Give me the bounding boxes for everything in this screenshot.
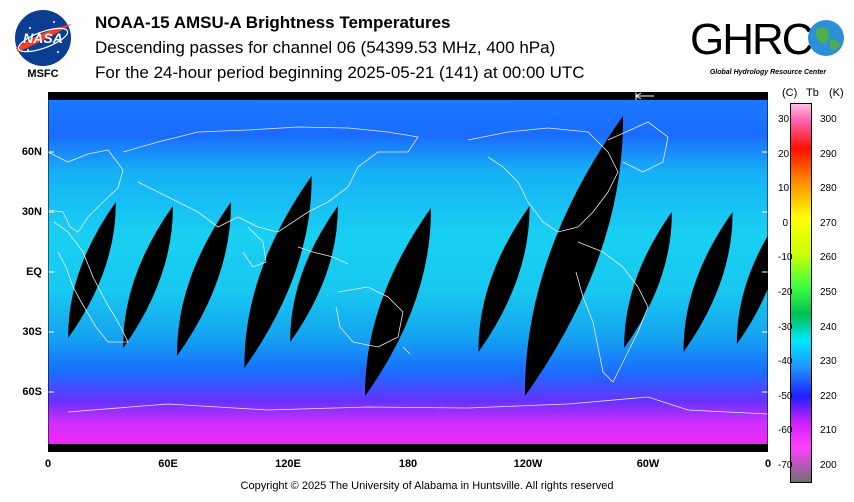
colorbar-header-kelvin: (K) xyxy=(829,87,844,99)
colorbar-celsius-tick: -50 xyxy=(778,390,793,402)
colorbar-celsius-tick: 0 xyxy=(782,217,788,229)
colorbar-celsius-tick: -40 xyxy=(778,356,793,368)
ghrc-logo: GHRC Global Hydrology Resource Center xyxy=(688,8,848,78)
colorbar-kelvin-tick: 230 xyxy=(820,356,837,368)
lon-label-120e: 120E xyxy=(275,458,301,470)
swath-gap-7 xyxy=(524,116,624,396)
colorbar-kelvin-tick: 220 xyxy=(820,390,837,402)
ghrc-logo-subtitle: Global Hydrology Resource Center xyxy=(710,69,828,76)
lat-label-30s: 30S xyxy=(22,326,42,338)
swath-gap-9 xyxy=(683,212,733,352)
swath-gaps xyxy=(68,116,768,396)
colorbar-kelvin-tick: 210 xyxy=(820,425,837,437)
lon-label-0: 0 xyxy=(44,458,52,470)
swath-gap-4 xyxy=(290,206,338,342)
swath-gap-0 xyxy=(68,202,116,338)
colorbar-kelvin-tick: 200 xyxy=(820,459,837,471)
msfc-label: MSFC xyxy=(27,68,59,80)
colorbar-celsius-tick: -30 xyxy=(778,321,793,333)
colorbar-kelvin-tick: 240 xyxy=(820,321,837,333)
nasa-logo: NASA MSFC xyxy=(10,8,76,86)
lon-label-60w: 60W xyxy=(636,458,660,470)
lat-label-30n: 30N xyxy=(21,206,42,218)
subtitle-period: For the 24-hour period beginning 2025-05… xyxy=(95,63,585,82)
colorbar-kelvin-tick: 300 xyxy=(820,114,837,126)
lat-label-eq: EQ xyxy=(26,266,42,278)
title-block: NOAA-15 AMSU-A Brightness Temperatures D… xyxy=(95,10,585,85)
colorbar-kelvin-tick: 290 xyxy=(820,148,837,160)
swath-gap-8 xyxy=(624,212,672,348)
swath-gap-10 xyxy=(736,235,768,344)
colorbar-celsius-tick: -20 xyxy=(778,287,793,298)
swath-gap-3 xyxy=(244,176,312,368)
colorbar-celsius-tick: 20 xyxy=(778,148,790,160)
swath-gap-2 xyxy=(177,202,231,356)
arrow-marker xyxy=(635,92,654,100)
lon-label-60e: 60E xyxy=(158,458,178,470)
lon-label-180: 180 xyxy=(398,458,418,470)
page-title: NOAA-15 AMSU-A Brightness Temperatures xyxy=(95,13,451,32)
coastlines xyxy=(48,121,768,415)
ghrc-logo-text: GHRC xyxy=(690,15,813,64)
colorbar-header-tb: Tb xyxy=(806,87,819,99)
colorbar-kelvin-tick: 280 xyxy=(820,183,837,195)
lat-label-60s: 60S xyxy=(22,386,42,398)
swath-gap-5 xyxy=(365,208,431,396)
colorbar-celsius-tick: -60 xyxy=(778,425,793,437)
colorbar-kelvin-tick: 250 xyxy=(820,287,837,298)
colorbar-celsius-tick: -70 xyxy=(778,459,793,471)
colorbar-kelvin-tick: 270 xyxy=(820,217,837,229)
lon-label-120w: 120W xyxy=(513,458,543,470)
colorbar-celsius-tick: 30 xyxy=(778,114,790,126)
colorbar-header-celsius: (C) xyxy=(782,87,798,99)
swath-gap-1 xyxy=(123,206,173,348)
lat-label-60n: 60N xyxy=(21,146,42,158)
subtitle-channel: Descending passes for channel 06 (54399.… xyxy=(95,38,556,57)
brightness-temperature-map xyxy=(48,92,768,452)
swath-gap-6 xyxy=(478,206,530,352)
south-pole-gap xyxy=(48,444,768,452)
north-pole-gap xyxy=(48,92,768,100)
colorbar-celsius-tick: 10 xyxy=(778,183,790,195)
colorbar-celsius-tick: -10 xyxy=(778,252,793,264)
lon-label-0-east: 0 xyxy=(764,458,772,470)
nasa-logo-text: NASA xyxy=(23,30,63,46)
map-canvas xyxy=(48,92,768,452)
colorbar-kelvin-tick: 260 xyxy=(820,252,837,264)
copyright-footer: Copyright © 2025 The University of Alaba… xyxy=(240,480,614,492)
lat-ticks xyxy=(48,151,768,393)
colorbar xyxy=(790,103,812,483)
